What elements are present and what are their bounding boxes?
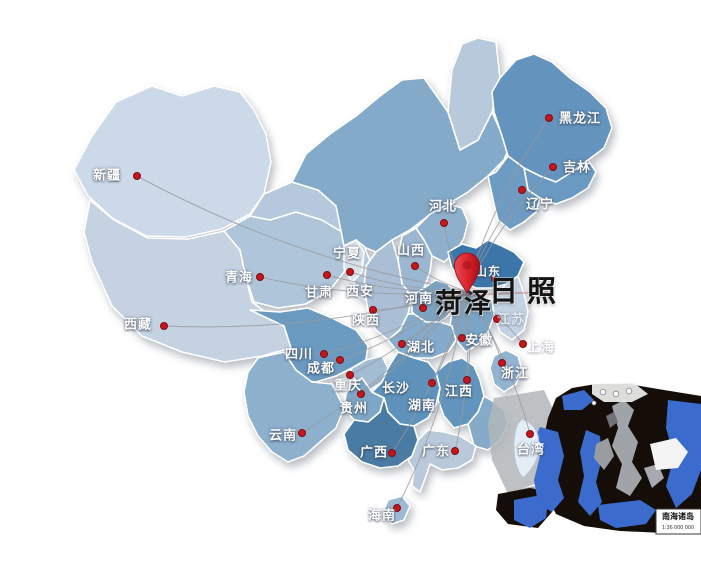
inset-white-patch-right: [650, 438, 688, 470]
city-dot-jiangxi: [463, 376, 471, 384]
city-dot-jilin: [549, 163, 557, 171]
city-dot-shanghai: [519, 340, 527, 348]
inset-white-patch-top: [592, 383, 648, 402]
city-dot-xinjiang: [133, 172, 141, 180]
province-neimenggu-north-arm: [447, 37, 501, 151]
city-dot-anhui: [458, 334, 466, 342]
city-dot-jiangsu: [493, 315, 501, 323]
city-dot-guangdong: [451, 447, 459, 455]
city-dots: [133, 114, 557, 512]
inset-island-blob: [594, 438, 614, 470]
city-dot-chongqing: [346, 371, 354, 379]
city-dot-taiwan: [526, 430, 534, 438]
route-line-guangdong: [454, 290, 469, 452]
city-dot-heilongjiang: [545, 114, 553, 122]
pin-shadow: [458, 291, 476, 297]
inset-title: 南海诸岛: [662, 511, 694, 521]
route-line-xian: [372, 290, 467, 311]
city-dot-rizhao-marker: [490, 275, 498, 283]
inset-island-small: [644, 464, 664, 488]
route-line-jiangxi: [465, 290, 471, 381]
inset-speck: [599, 388, 607, 396]
city-dot-zhejiang: [498, 359, 506, 367]
route-line-gansu: [326, 274, 467, 292]
route-line-yunnan: [301, 290, 467, 434]
inset-blue-bottom: [598, 500, 656, 528]
city-dot-henan: [419, 304, 427, 312]
city-dot-yunnan: [298, 429, 306, 437]
route-line-chengdu: [339, 290, 467, 361]
inset-scale: 1:36 000 000: [662, 525, 694, 531]
city-dot-changsha: [428, 379, 436, 387]
province-zhejiang: [489, 349, 523, 393]
route-line-shanxi: [414, 265, 467, 292]
inset-island-chain: [612, 400, 642, 496]
city-dot-xizang: [160, 322, 168, 330]
route-line-ningxia: [349, 271, 467, 292]
inset-speck: [625, 387, 633, 395]
city-dot-chengdu: [336, 356, 344, 364]
province-liaoning: [487, 155, 541, 231]
south-china-sea-inset: 南海诸岛 1:36 000 000: [488, 383, 701, 535]
city-dot-qinghai: [256, 273, 264, 281]
route-line-xinjiang: [136, 175, 467, 292]
pin-inner-dot: [462, 260, 472, 270]
city-dot-sichuan: [320, 350, 328, 358]
route-line-xizang: [163, 290, 467, 328]
city-dot-guangxi: [388, 449, 396, 457]
city-dot-ningxia: [346, 268, 354, 276]
location-pin-icon: [454, 252, 480, 294]
route-line-changsha: [431, 290, 467, 384]
route-line-guizhou: [360, 290, 467, 395]
inset-island-dark: [606, 412, 618, 428]
route-line-hainan: [396, 290, 467, 509]
city-dot-hainan: [393, 504, 401, 512]
city-dot-hubei: [398, 340, 406, 348]
route-line-sichuan: [323, 290, 467, 355]
inset-title-box: [655, 508, 701, 535]
route-line-guangxi: [391, 290, 467, 454]
province-xinjiang: [73, 85, 272, 238]
inset-blue-column: [534, 427, 564, 512]
inset-speck: [591, 400, 597, 406]
route-line-qinghai: [259, 276, 467, 295]
center-red-streak: [407, 291, 549, 298]
city-dot-guizhou: [357, 390, 365, 398]
city-dot-shanxi: [411, 262, 419, 270]
city-dot-liaoning: [518, 186, 526, 194]
province-yunnan: [243, 351, 345, 463]
city-dot-hebei: [440, 219, 448, 227]
city-dot-gansu: [323, 271, 331, 279]
city-dot-xian: [369, 306, 377, 314]
inset-speck: [612, 390, 620, 398]
route-line-chongqing: [349, 290, 467, 376]
inset-blue-top: [562, 390, 594, 410]
